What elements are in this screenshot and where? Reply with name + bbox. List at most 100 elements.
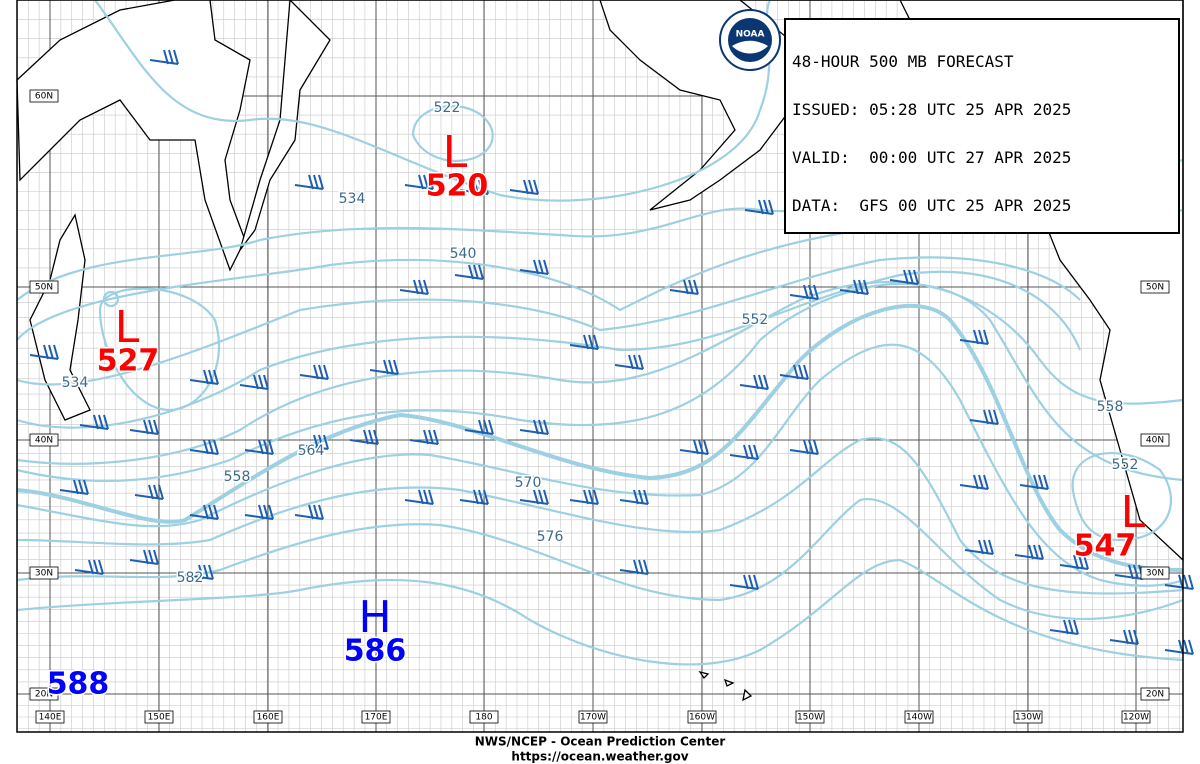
contour-label: 558 bbox=[1097, 399, 1124, 415]
barb-feather bbox=[428, 489, 434, 505]
barb-feather bbox=[543, 419, 549, 435]
barb-feather bbox=[148, 419, 154, 435]
barb-feather bbox=[758, 199, 764, 215]
barb-feather bbox=[73, 479, 79, 495]
barb-feather bbox=[318, 434, 324, 450]
barb-feather bbox=[383, 359, 389, 375]
lon-label-box bbox=[904, 710, 934, 724]
barb-feather bbox=[633, 489, 639, 505]
barb-feather bbox=[1128, 564, 1134, 580]
kamchatka bbox=[239, 0, 331, 251]
barb-feather bbox=[98, 414, 104, 430]
barb-feather bbox=[168, 49, 174, 65]
barb-feather bbox=[253, 374, 259, 390]
contour-line bbox=[16, 437, 1184, 595]
barb-feather bbox=[633, 354, 639, 370]
barb-feather bbox=[478, 179, 484, 195]
barb-feather bbox=[418, 279, 424, 295]
logo-disc bbox=[728, 18, 772, 62]
barb-feather bbox=[973, 329, 979, 345]
contour-line bbox=[1071, 452, 1173, 542]
barb-feather bbox=[143, 419, 149, 435]
barb-feather bbox=[988, 539, 994, 555]
footer-line: https://ocean.weather.gov bbox=[511, 750, 688, 764]
barb-feather bbox=[258, 439, 264, 455]
barb-feather bbox=[48, 344, 54, 360]
barb-feather bbox=[203, 504, 209, 520]
barb-feather bbox=[473, 179, 479, 195]
lat-label: 20N bbox=[35, 690, 53, 700]
barb-feather bbox=[543, 489, 549, 505]
lon-label: 130W bbox=[1015, 713, 1041, 723]
barb-feather bbox=[423, 429, 429, 445]
barb-feather bbox=[258, 374, 264, 390]
barb-feather bbox=[323, 364, 329, 380]
barb-feather bbox=[263, 374, 269, 390]
barb-feather bbox=[533, 419, 539, 435]
barb-feather bbox=[53, 344, 59, 360]
barb-feather bbox=[373, 429, 379, 445]
lon-label-box bbox=[35, 710, 65, 724]
barb-feather bbox=[1183, 574, 1189, 590]
barb-feather bbox=[1038, 474, 1044, 490]
japan bbox=[29, 213, 91, 421]
barb-feather bbox=[1028, 544, 1034, 560]
header-line: VALID: 00:00 UTC 27 APR 2025 bbox=[792, 148, 1072, 167]
barb-feather bbox=[903, 269, 909, 285]
lat-label-box bbox=[1140, 687, 1170, 701]
barb-feather bbox=[148, 549, 154, 565]
barb-feather bbox=[313, 174, 319, 190]
lat-label-box bbox=[1140, 280, 1170, 294]
barb-feather bbox=[533, 489, 539, 505]
barb-feather bbox=[208, 439, 214, 455]
barb-feather bbox=[538, 489, 544, 505]
noaa-logo: NOAA bbox=[719, 9, 781, 71]
contour-label: 558 bbox=[224, 469, 251, 485]
barb-feather bbox=[363, 429, 369, 445]
contour-label: 540 bbox=[450, 246, 477, 262]
lon-label: 140W bbox=[906, 713, 932, 723]
barb-feather bbox=[1188, 639, 1194, 655]
labels: 60N60N50N50N40N40N30N30N20N20N140E150E16… bbox=[29, 89, 1170, 724]
barb-feather bbox=[208, 504, 214, 520]
barb-feather bbox=[803, 439, 809, 455]
center-symbol: L bbox=[1121, 487, 1146, 538]
barb-feather bbox=[423, 279, 429, 295]
barb-feather bbox=[173, 49, 179, 65]
barb-feather bbox=[638, 489, 644, 505]
lat-label: 50N bbox=[35, 283, 53, 293]
barb-feather bbox=[488, 419, 494, 435]
barb-feather bbox=[98, 559, 104, 575]
barb-feather bbox=[763, 199, 769, 215]
barb-feather bbox=[203, 369, 209, 385]
barb-feather bbox=[698, 439, 704, 455]
barb-feather bbox=[633, 559, 639, 575]
barb-feather bbox=[203, 439, 209, 455]
barb-feather bbox=[768, 199, 774, 215]
barb-feather bbox=[163, 49, 169, 65]
contour-line bbox=[16, 304, 1184, 572]
barb-feather bbox=[588, 334, 594, 350]
lon-label: 120W bbox=[1123, 713, 1149, 723]
lon-label: 160E bbox=[257, 713, 280, 723]
barb-feather bbox=[693, 279, 699, 295]
barb-feather bbox=[688, 279, 694, 295]
contour-line bbox=[16, 558, 1184, 666]
lat-label: 30N bbox=[35, 569, 53, 579]
barb-feather bbox=[313, 364, 319, 380]
barb-feather bbox=[213, 439, 219, 455]
barb-feather bbox=[263, 439, 269, 455]
barb-feather bbox=[853, 279, 859, 295]
contour-label: 576 bbox=[537, 529, 564, 545]
barb-feather bbox=[1133, 564, 1139, 580]
lat-label: 40N bbox=[1146, 436, 1164, 446]
barb-feather bbox=[1073, 554, 1079, 570]
barb-feather bbox=[638, 354, 644, 370]
center-value: 527 bbox=[97, 344, 160, 379]
barb-feather bbox=[978, 329, 984, 345]
barb-feather bbox=[483, 179, 489, 195]
barb-feather bbox=[798, 364, 804, 380]
barb-feather bbox=[313, 504, 319, 520]
barb-feather bbox=[313, 434, 319, 450]
